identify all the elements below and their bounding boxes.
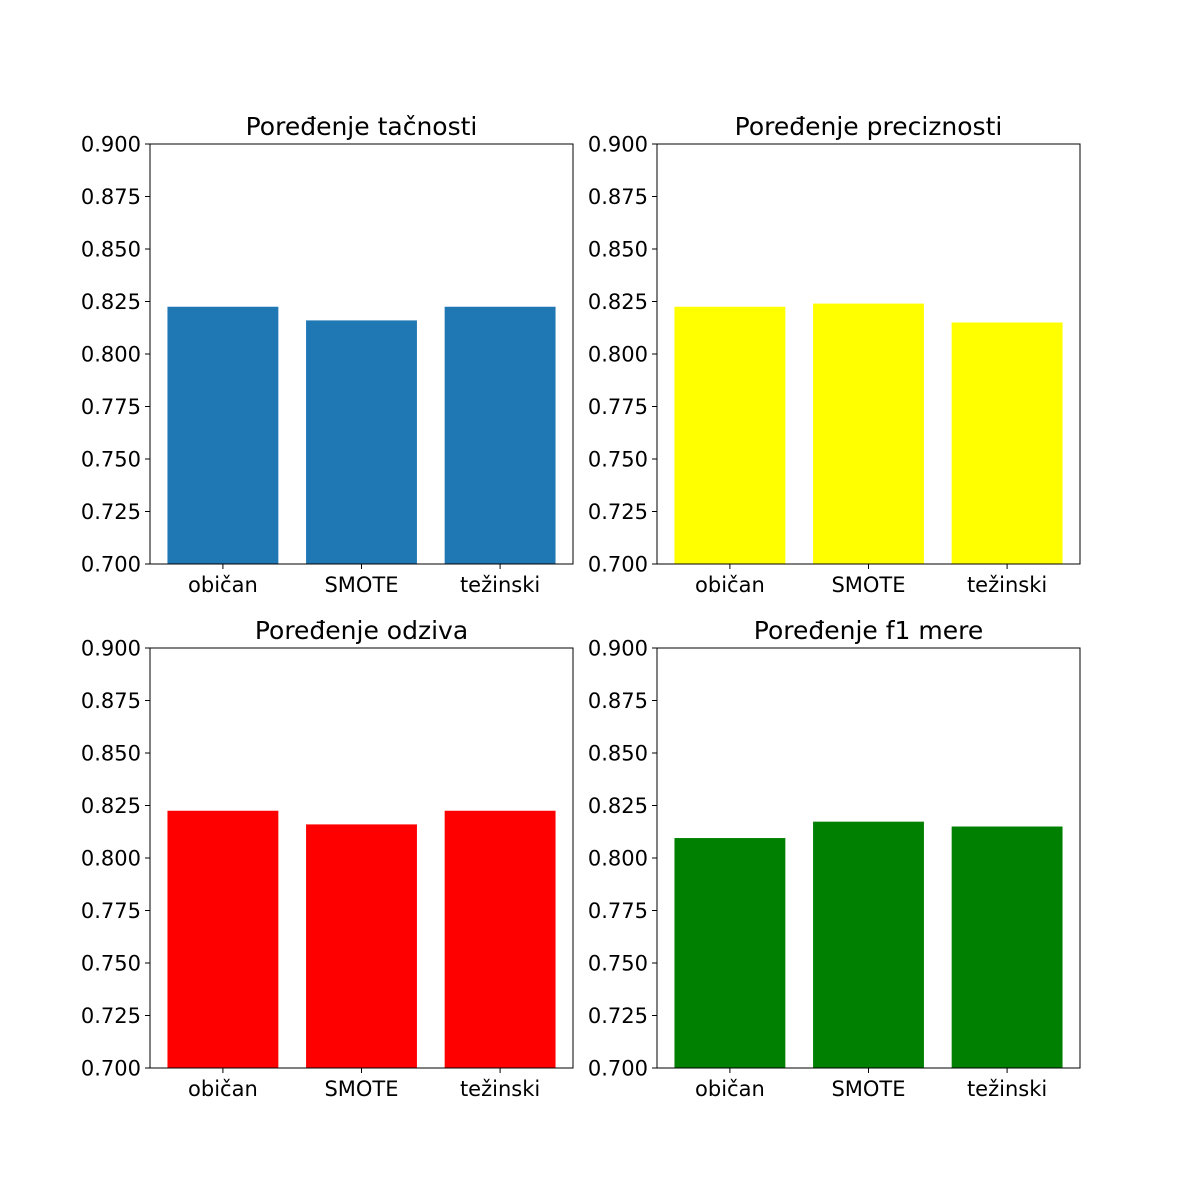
bar-običan [674, 838, 786, 1068]
y-tick-label: 0.700 [588, 1057, 648, 1081]
axes-frame [656, 143, 1081, 565]
y-tick-label: 0.725 [81, 1004, 141, 1028]
x-tick-label: običan [188, 573, 258, 597]
chart-panel-4: Poređenje f1 mere običan SMOTE težinski 0.70… [588, 616, 1081, 1101]
bar-težinski [951, 826, 1063, 1068]
bar-smote [813, 303, 924, 564]
x-tick-label: težinski [967, 1077, 1047, 1101]
x-tick-label: SMOTE [831, 1077, 905, 1101]
y-tick-label: 0.725 [588, 1004, 648, 1028]
bar-težinski [444, 810, 556, 1068]
y-tick-label: 0.825 [588, 290, 648, 314]
y-tick-label: 0.875 [81, 185, 141, 209]
x-tick-label: običan [188, 1077, 258, 1101]
axes-frame [656, 647, 1081, 1069]
bar-težinski [951, 322, 1063, 564]
y-tick-label: 0.850 [81, 742, 141, 766]
y-tick-label: 0.875 [81, 689, 141, 713]
axes-frame [149, 647, 574, 1069]
bar-smote [306, 824, 417, 1068]
x-tick-label: težinski [460, 1077, 540, 1101]
chart-title: Poređenje f1 mere [754, 616, 983, 645]
y-tick-label: 0.900 [81, 133, 141, 157]
bar-smote [813, 821, 924, 1068]
y-tick-label: 0.800 [588, 343, 648, 367]
y-tick-label: 0.875 [588, 689, 648, 713]
chart-title: Poređenje preciznosti [735, 112, 1003, 141]
bar-običan [167, 306, 279, 564]
bar-smote [306, 320, 417, 564]
y-tick-label: 0.750 [81, 952, 141, 976]
x-tick-label: SMOTE [324, 1077, 398, 1101]
x-tick-label: običan [695, 573, 765, 597]
y-tick-label: 0.875 [588, 185, 648, 209]
y-tick-label: 0.775 [81, 899, 141, 923]
y-tick-label: 0.825 [81, 290, 141, 314]
x-tick-label: SMOTE [831, 573, 905, 597]
x-tick-label: težinski [460, 573, 540, 597]
y-tick-label: 0.750 [588, 952, 648, 976]
bar-težinski [444, 306, 556, 564]
y-tick-label: 0.900 [588, 133, 648, 157]
bar-običan [167, 810, 279, 1068]
y-tick-label: 0.850 [588, 742, 648, 766]
y-tick-label: 0.775 [588, 899, 648, 923]
y-tick-label: 0.775 [81, 395, 141, 419]
y-tick-label: 0.700 [81, 1057, 141, 1081]
y-tick-label: 0.700 [81, 553, 141, 577]
y-tick-label: 0.850 [81, 238, 141, 262]
y-tick-label: 0.775 [588, 395, 648, 419]
chart-panel-1: Poređenje tačnosti običan SMOTE težinski 0.7… [81, 112, 574, 597]
y-tick-label: 0.800 [588, 847, 648, 871]
y-tick-label: 0.900 [588, 637, 648, 661]
chart-title: Poređenje tačnosti [246, 112, 478, 141]
y-tick-label: 0.750 [81, 448, 141, 472]
x-tick-label: običan [695, 1077, 765, 1101]
y-tick-label: 0.800 [81, 343, 141, 367]
y-tick-label: 0.750 [588, 448, 648, 472]
x-tick-label: SMOTE [324, 573, 398, 597]
bar-običan [674, 306, 786, 564]
y-tick-label: 0.800 [81, 847, 141, 871]
y-tick-label: 0.725 [588, 500, 648, 524]
y-tick-label: 0.700 [588, 553, 648, 577]
axes-frame [149, 143, 574, 565]
y-tick-label: 0.725 [81, 500, 141, 524]
y-tick-label: 0.825 [81, 794, 141, 818]
y-tick-label: 0.850 [588, 238, 648, 262]
chart-panel-2: Poređenje preciznosti običan SMOTE težinski… [588, 112, 1081, 597]
chart-panel-3: Poređenje odziva običan SMOTE težinski 0.700… [81, 616, 574, 1101]
y-tick-label: 0.825 [588, 794, 648, 818]
chart-title: Poređenje odziva [255, 616, 468, 645]
y-tick-label: 0.900 [81, 637, 141, 661]
x-tick-label: težinski [967, 573, 1047, 597]
